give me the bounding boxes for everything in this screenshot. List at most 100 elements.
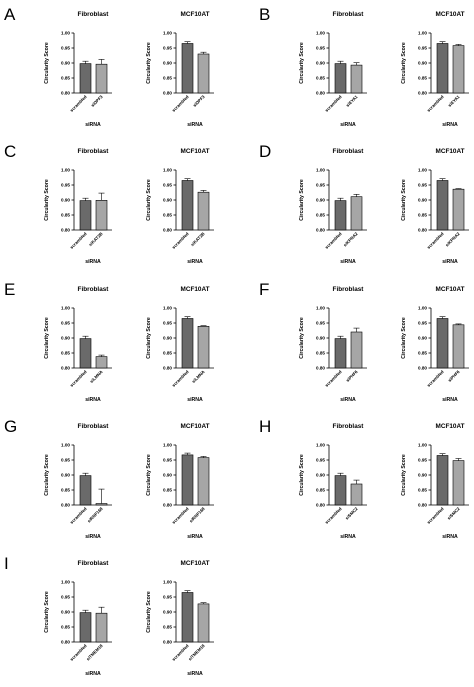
category-label: siKPNA2 — [444, 231, 461, 248]
x-axis-title: siRNA — [85, 397, 101, 403]
panel-letter-g: G — [4, 417, 17, 436]
y-tick-label: 1.00 — [316, 443, 325, 448]
category-label: siLMNA — [89, 369, 104, 384]
chart-title: Fibroblast — [78, 560, 110, 567]
y-tick-label: 1.00 — [316, 31, 325, 36]
bar — [95, 612, 108, 643]
chart-title: MCF10AT — [181, 148, 210, 155]
category-label: siKPNA2 — [342, 231, 359, 248]
y-axis-title: Circularity Score — [146, 591, 152, 633]
y-tick-label: 1.00 — [418, 443, 427, 448]
bar — [350, 64, 363, 94]
x-axis-title: siRNA — [340, 534, 356, 540]
y-tick-label: 0.80 — [418, 503, 427, 508]
y-tick-label: 0.90 — [418, 336, 427, 341]
panel-letter-c: C — [4, 142, 16, 161]
category-label: siTMEM18 — [187, 643, 206, 662]
y-tick-label: 0.95 — [163, 321, 172, 326]
x-axis-title: siRNA — [85, 534, 101, 540]
y-tick-label: 0.80 — [163, 366, 172, 371]
bar — [350, 331, 363, 369]
chart-title: MCF10AT — [436, 148, 465, 155]
y-tick-label: 0.95 — [316, 183, 325, 188]
category-label: scrambled — [324, 506, 343, 525]
chart-title: MCF10AT — [181, 560, 210, 567]
y-tick-label: 0.90 — [61, 61, 70, 66]
bar — [452, 324, 465, 369]
chart-title: Fibroblast — [333, 286, 365, 293]
category-label: scrambled — [69, 94, 88, 113]
category-label: siEYA1 — [345, 94, 359, 108]
category-label: scrambled — [69, 506, 88, 525]
y-tick-label: 0.95 — [163, 595, 172, 600]
bar — [334, 200, 347, 231]
bar — [181, 180, 194, 231]
y-tick-label: 0.80 — [163, 228, 172, 233]
bar — [197, 191, 210, 231]
y-axis-title: Circularity Score — [401, 454, 407, 496]
bar — [436, 455, 449, 506]
y-tick-label: 0.95 — [418, 458, 427, 463]
chart-title: MCF10AT — [436, 286, 465, 293]
category-label: siSMC2 — [344, 506, 359, 521]
bar — [79, 475, 92, 506]
y-tick-label: 0.80 — [163, 503, 172, 508]
y-tick-label: 1.00 — [163, 443, 172, 448]
chart-title: MCF10AT — [436, 11, 465, 18]
y-tick-label: 0.85 — [163, 351, 172, 356]
y-tick-label: 0.85 — [316, 213, 325, 218]
y-tick-label: 0.80 — [61, 366, 70, 371]
category-label: scrambled — [171, 94, 190, 113]
y-tick-label: 0.90 — [418, 473, 427, 478]
chart-title: MCF10AT — [181, 11, 210, 18]
y-tick-label: 0.80 — [316, 91, 325, 96]
y-tick-label: 0.85 — [418, 488, 427, 493]
category-label: scrambled — [426, 369, 445, 388]
y-tick-label: 0.95 — [418, 321, 427, 326]
y-tick-label: 0.90 — [316, 61, 325, 66]
y-tick-label: 0.80 — [316, 228, 325, 233]
y-tick-label: 0.95 — [418, 183, 427, 188]
y-tick-label: 0.90 — [61, 473, 70, 478]
y-tick-label: 0.80 — [163, 91, 172, 96]
y-tick-label: 0.80 — [418, 366, 427, 371]
y-tick-label: 0.95 — [163, 46, 172, 51]
category-label: scrambled — [69, 231, 88, 250]
bar — [197, 603, 210, 643]
y-tick-label: 0.95 — [61, 595, 70, 600]
bar — [181, 592, 194, 643]
bar — [181, 43, 194, 94]
bar — [334, 63, 347, 94]
y-tick-label: 0.90 — [163, 198, 172, 203]
x-axis-title: siRNA — [85, 122, 101, 128]
y-axis-title: Circularity Score — [146, 42, 152, 84]
bar — [95, 200, 108, 231]
y-tick-label: 0.85 — [163, 488, 172, 493]
y-axis-title: Circularity Score — [401, 317, 407, 359]
bar — [79, 63, 92, 94]
y-axis-title: Circularity Score — [44, 591, 50, 633]
y-tick-label: 0.95 — [316, 321, 325, 326]
y-axis-title: Circularity Score — [44, 454, 50, 496]
y-tick-label: 0.90 — [163, 610, 172, 615]
bar — [452, 45, 465, 94]
category-label: siKAT2B — [88, 231, 104, 247]
bar — [436, 318, 449, 369]
y-tick-label: 0.90 — [163, 336, 172, 341]
y-tick-label: 0.80 — [61, 228, 70, 233]
y-tick-label: 0.95 — [316, 46, 325, 51]
y-tick-label: 0.85 — [61, 351, 70, 356]
x-axis-title: siRNA — [187, 534, 203, 540]
category-label: scrambled — [324, 231, 343, 250]
y-tick-label: 0.85 — [163, 213, 172, 218]
panel-letter-i: I — [4, 554, 9, 573]
y-tick-label: 1.00 — [163, 31, 172, 36]
category-label: siRNF168 — [188, 506, 206, 524]
y-tick-label: 0.90 — [61, 336, 70, 341]
y-tick-label: 0.95 — [163, 183, 172, 188]
y-axis-title: Circularity Score — [299, 317, 305, 359]
chart-title: Fibroblast — [333, 11, 365, 18]
chart-title: MCF10AT — [436, 423, 465, 430]
y-tick-label: 0.85 — [316, 351, 325, 356]
x-axis-title: siRNA — [85, 671, 101, 677]
